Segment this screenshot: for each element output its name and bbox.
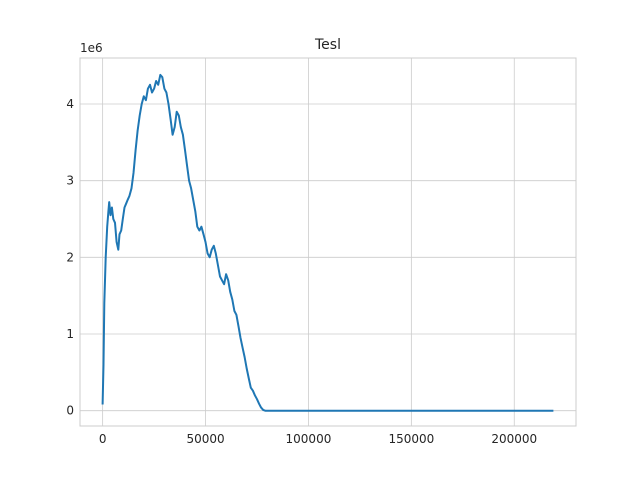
chart-title: Tesl [314,37,341,53]
x-tick-label: 150000 [388,432,434,446]
series-line [101,73,554,412]
plot-frame [79,57,577,427]
y-tick-label: 0 [66,404,74,418]
grid [80,58,576,426]
y-tick-label: 4 [66,97,74,111]
x-axis-ticks: 0 50000 100000 150000 200000 [99,432,537,446]
y-tick-label: 1 [66,327,74,341]
x-tick-label: 0 [99,432,107,446]
y-offset-label: 1e6 [80,41,103,55]
x-tick-label: 200000 [491,432,537,446]
y-tick-label: 3 [66,174,74,188]
y-tick-label: 2 [66,250,74,264]
series-layer [101,73,554,412]
y-axis-ticks: 0 1 2 3 4 [66,97,74,418]
x-tick-label: 50000 [186,432,224,446]
x-tick-label: 100000 [286,432,332,446]
